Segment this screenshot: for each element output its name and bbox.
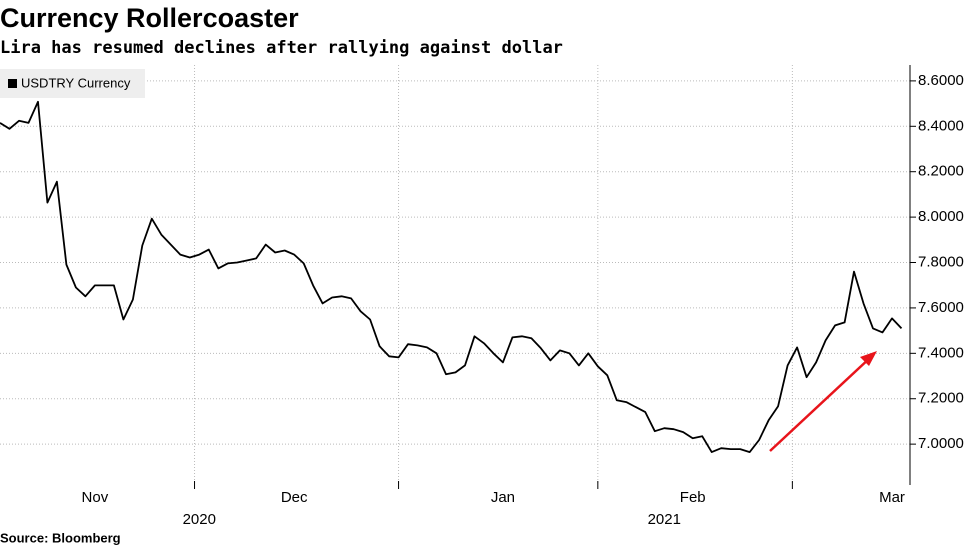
y-tick-label: 7.8000 [918, 253, 964, 270]
legend-bg [0, 69, 145, 98]
x-tick-label: Mar [879, 489, 905, 506]
x-year-label: 2020 [183, 511, 216, 528]
plot [0, 100, 903, 453]
annotation-arrow [769, 355, 873, 452]
chart-title: Currency Rollercoaster [0, 3, 299, 33]
x-tick-label: Feb [680, 489, 706, 506]
y-tick-label: 8.6000 [918, 72, 964, 89]
line [0, 100, 903, 453]
legend-swatch [8, 79, 17, 88]
annotation-arrowhead [860, 351, 877, 366]
x-tick-label: Nov [82, 489, 109, 506]
x-tick-label: Dec [281, 489, 308, 506]
source: Source: Bloomberg [0, 530, 121, 545]
y-tick-label: 7.6000 [918, 299, 964, 316]
x-year-label: 2021 [648, 511, 681, 528]
grid: 7.0000 7.2000 7.4000 7.6000 7.8000 8.0000 8.20… [0, 65, 964, 528]
y-tick-label: 7.0000 [918, 435, 964, 452]
y-tick-label: 8.0000 [918, 208, 964, 225]
y-tick-label: 8.4000 [918, 117, 964, 134]
chart-subtitle: Lira has resumed declines after rallying… [0, 38, 563, 58]
legend-label: USDTRY Currency [21, 75, 131, 90]
y-tick-label: 7.4000 [918, 344, 964, 361]
y-tick-label: 7.2000 [918, 390, 964, 407]
y-tick-label: 8.2000 [918, 163, 964, 180]
x-tick-label: Jan [491, 489, 515, 506]
